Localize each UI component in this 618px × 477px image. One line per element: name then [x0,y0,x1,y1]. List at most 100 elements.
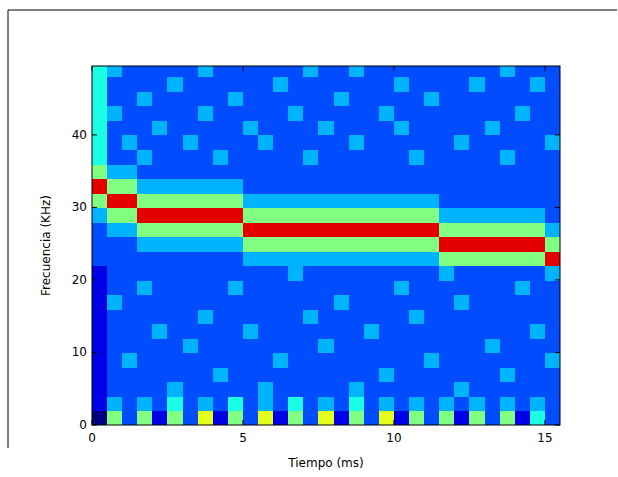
heatmap-cell [394,66,410,77]
heatmap-cell [183,91,199,106]
heatmap-cell [183,338,199,353]
heatmap-cell [545,294,560,309]
heatmap-cell [228,367,244,382]
heatmap-cell [288,207,304,222]
heatmap-cell [379,323,395,338]
heatmap-cell [530,66,546,77]
heatmap-cell [409,106,425,121]
x-tick [242,66,243,71]
heatmap-cell [243,222,259,237]
heatmap-cell [213,294,229,309]
heatmap-cell [183,149,199,164]
heatmap-cell [439,352,455,367]
heatmap-cell [545,77,560,92]
heatmap-cell [334,251,350,266]
heatmap-cell [530,381,546,396]
heatmap-cell [273,265,289,280]
heatmap-cell [469,265,485,280]
heatmap-cell [409,91,425,106]
heatmap-cell [318,91,334,106]
heatmap-cell [379,66,395,77]
heatmap-cell [152,294,168,309]
heatmap-cell [349,106,365,121]
heatmap-cell [318,251,334,266]
x-tick-label: 0 [88,431,96,445]
heatmap-cell [137,251,153,266]
heatmap-cell [228,91,244,106]
heatmap-cell [500,106,516,121]
heatmap-cell [485,66,501,77]
heatmap-cell [107,396,123,411]
heatmap-cell [485,178,501,193]
y-tick-label: 0 [79,418,87,432]
heatmap-cell [545,120,560,135]
heatmap-cell [318,135,334,150]
heatmap-cell [258,294,274,309]
heatmap-cell [107,294,123,309]
x-axis-title: Tiempo (ms) [287,456,363,470]
heatmap-cell [303,396,319,411]
heatmap-cell [424,410,440,425]
heatmap-cell [152,367,168,382]
heatmap-cell [152,280,168,295]
heatmap-cell [424,280,440,295]
heatmap-cell [137,352,153,367]
heatmap-cell [409,149,425,164]
heatmap-cell [183,410,199,425]
heatmap-cell [183,265,199,280]
heatmap-cell [515,396,531,411]
heatmap-cell [364,178,380,193]
heatmap-cell [273,410,289,425]
heatmap-cell [122,280,138,295]
heatmap-cell [122,178,138,193]
heatmap-cell [213,236,229,251]
heatmap-cell [228,66,244,77]
heatmap-cell [454,222,470,237]
heatmap-cell [439,178,455,193]
heatmap-cell [439,381,455,396]
heatmap-cell [394,381,410,396]
heatmap-cell [530,280,546,295]
heatmap-cell [454,77,470,92]
heatmap-cell [243,193,259,208]
heatmap-cell [318,222,334,237]
heatmap-cell [485,367,501,382]
heatmap-cell [439,309,455,324]
y-tick [555,134,560,135]
heatmap-cell [198,309,214,324]
heatmap-cell [273,178,289,193]
heatmap-cell [454,135,470,150]
heatmap-cell [107,352,123,367]
heatmap-cell [545,280,560,295]
heatmap-cell [424,265,440,280]
heatmap-cell [469,236,485,251]
heatmap-cell [424,236,440,251]
heatmap-cell [334,352,350,367]
heatmap-cell [243,381,259,396]
heatmap-cell [167,280,183,295]
heatmap-cell [515,236,531,251]
heatmap-cell [92,236,108,251]
heatmap-cell [409,77,425,92]
heatmap-cell [424,77,440,92]
heatmap-cell [409,294,425,309]
heatmap-cell [107,410,123,425]
x-tick [242,420,243,425]
heatmap-cell [379,106,395,121]
heatmap-cell [137,396,153,411]
heatmap-cell [409,338,425,353]
heatmap-cell [122,207,138,222]
heatmap-cell [424,396,440,411]
heatmap-cell [303,294,319,309]
heatmap-cell [167,367,183,382]
x-tick [393,66,394,71]
heatmap-cell [379,91,395,106]
heatmap-cell [485,77,501,92]
heatmap-cell [500,164,516,179]
heatmap-cell [500,66,516,77]
heatmap-cell [137,265,153,280]
heatmap-cell [167,193,183,208]
heatmap-cell [515,251,531,266]
heatmap-cell [545,164,560,179]
heatmap-cell [152,309,168,324]
